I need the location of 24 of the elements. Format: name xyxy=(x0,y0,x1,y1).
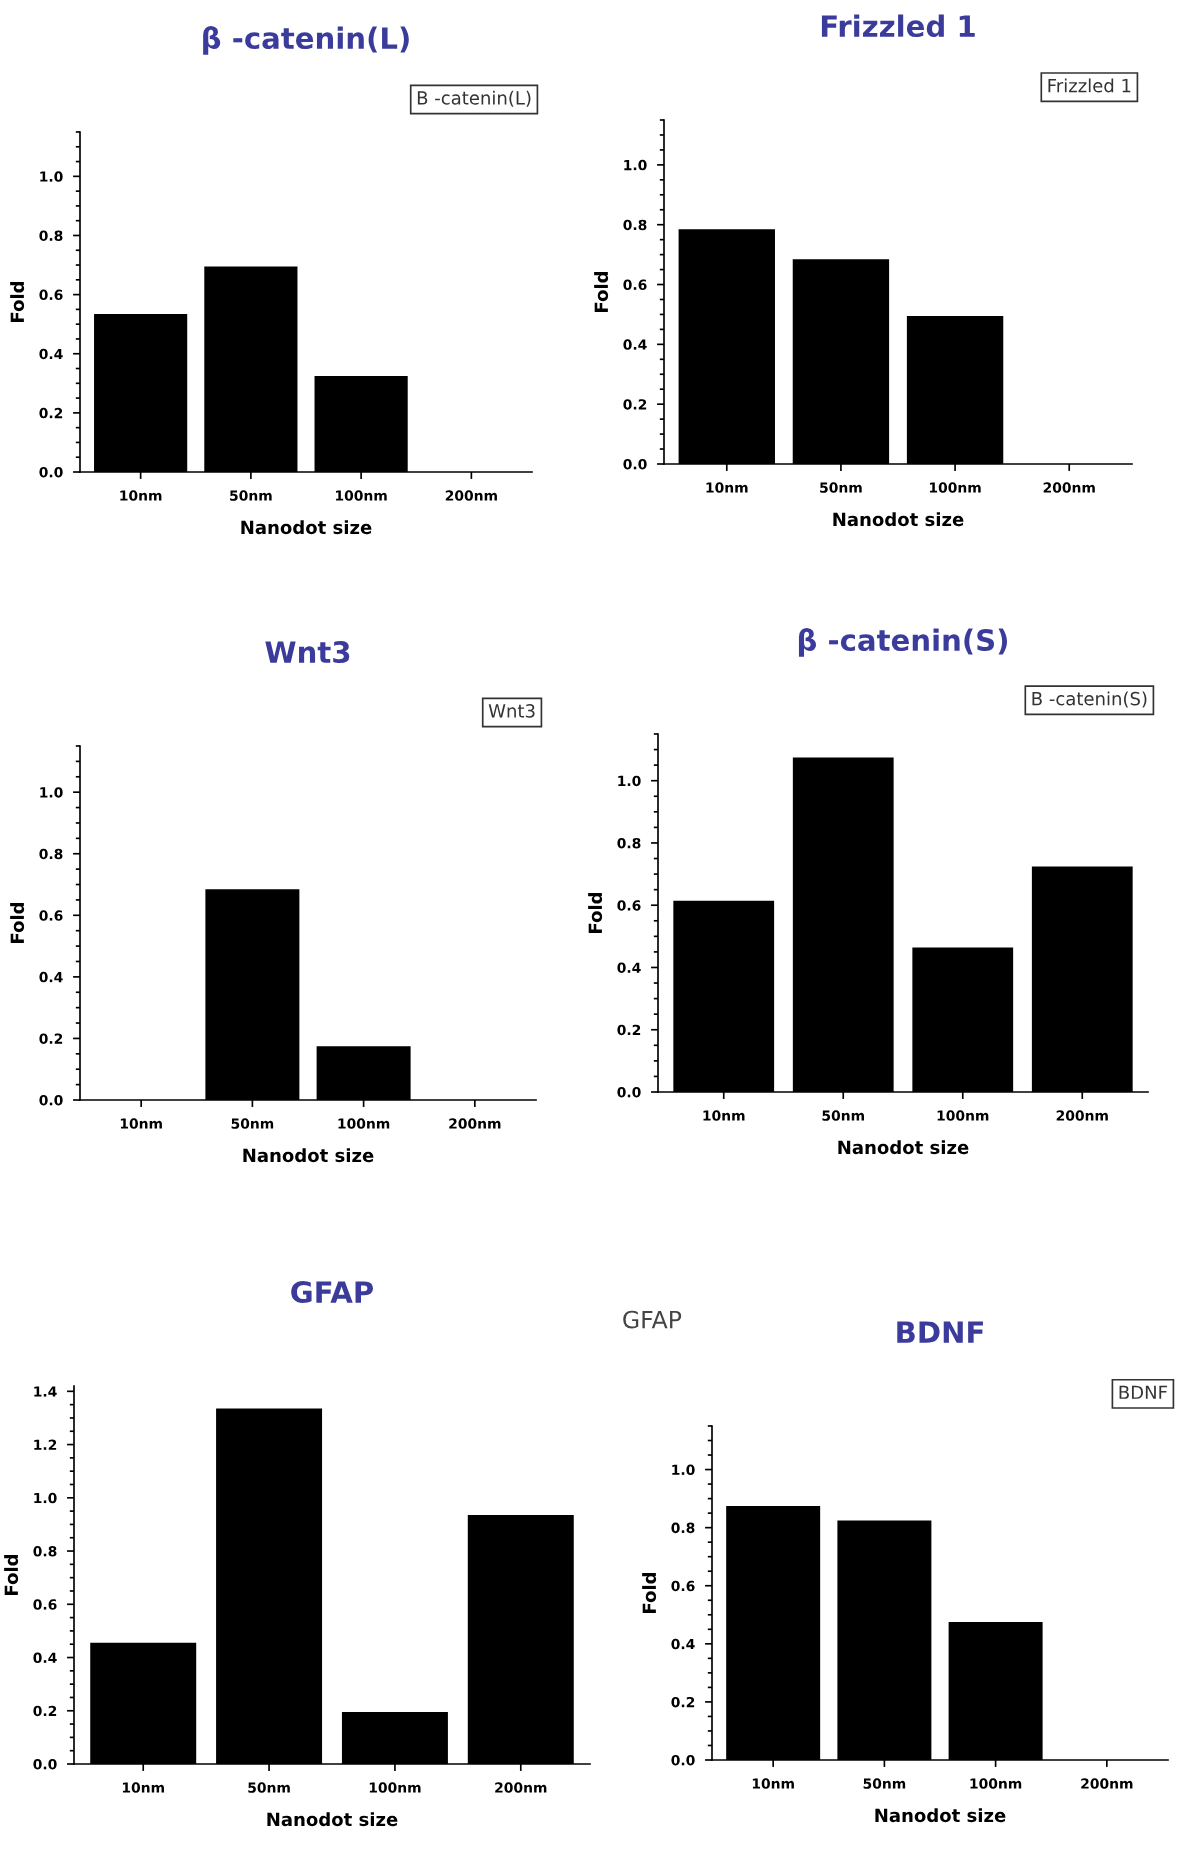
y-axis-title: Fold xyxy=(10,281,25,322)
y-axis-title: Fold xyxy=(642,1572,657,1613)
x-axis-title: Nanodot size xyxy=(267,1812,398,1827)
x-axis-title: Nanodot size xyxy=(875,1808,1006,1823)
y-axis-title: Fold xyxy=(594,271,609,312)
text: Frizzled 1 xyxy=(1048,78,1131,93)
text: GFAP xyxy=(623,1310,682,1329)
chart-title: BDNF xyxy=(897,1321,983,1343)
chart-title: β -catenin(S) xyxy=(798,628,1008,657)
x-axis-title: Nanodot size xyxy=(241,520,372,535)
chart-title: Wnt3 xyxy=(265,641,350,664)
chart-title: Frizzled 1 xyxy=(821,14,975,38)
y-axis-title: Fold xyxy=(10,902,25,943)
x-axis-title: Nanodot size xyxy=(838,1140,969,1155)
text: B -catenin(L) xyxy=(417,90,531,107)
text: Wnt3 xyxy=(488,704,535,718)
text: BDNF xyxy=(1119,1385,1167,1399)
text: B -catenin(S) xyxy=(1032,691,1147,708)
y-axis-title: Fold xyxy=(588,892,603,933)
x-axis-title: Nanodot size xyxy=(833,512,964,527)
x-axis-title: Nanodot size xyxy=(243,1148,374,1163)
chart-title: β -catenin(L) xyxy=(203,26,409,55)
y-axis-title: Fold xyxy=(4,1554,19,1595)
chart-title: GFAP xyxy=(291,1281,374,1304)
